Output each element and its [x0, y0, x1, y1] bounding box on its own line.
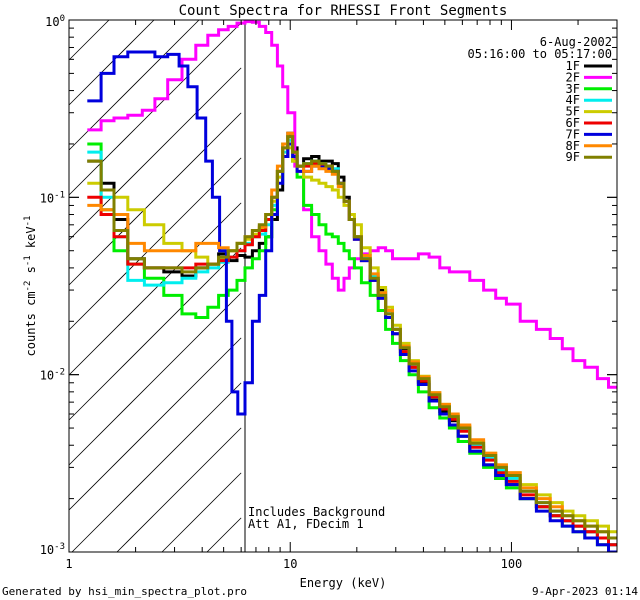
y-tick-label: 10-2: [40, 368, 65, 383]
annotation-attenuator: Att A1, FDecim 1: [248, 517, 364, 531]
series-9F: [87, 135, 617, 540]
hatch-line: [68, 19, 155, 106]
spectra-series: [87, 20, 617, 552]
hatch-line: [68, 202, 242, 376]
legend-label-2F: 2F: [566, 70, 580, 84]
series-8F: [87, 131, 617, 540]
y-tick-labels: 100 10-1 10-2 10-3: [40, 14, 65, 557]
series-1F: [87, 131, 617, 547]
chart-title: Count Spectra for RHESSI Front Segments: [179, 3, 508, 19]
legend-label-7F: 7F: [566, 127, 580, 141]
series-2F: [87, 20, 617, 389]
hatch-line: [206, 517, 242, 553]
legend-label-9F: 9F: [566, 150, 580, 164]
axis-ticks: [68, 19, 618, 553]
y-tick-label: 10-1: [40, 190, 65, 205]
hatch-line: [116, 427, 242, 553]
annotation-background: Includes Background: [248, 505, 385, 519]
legend-label-8F: 8F: [566, 139, 580, 153]
legend-label-1F: 1F: [566, 59, 580, 73]
series-6F: [87, 135, 617, 547]
series-5F: [87, 146, 617, 534]
legend-label-6F: 6F: [566, 116, 580, 130]
legend-label-3F: 3F: [566, 82, 580, 96]
series-3F: [87, 135, 617, 552]
legend-label-4F: 4F: [566, 93, 580, 107]
date-label: 6-Aug-2002: [540, 35, 612, 49]
hatch-line: [68, 247, 242, 421]
y-axis-label: counts cm-2 s-1 keV-1: [23, 216, 38, 357]
series-7F: [87, 50, 617, 552]
legend-label-5F: 5F: [566, 105, 580, 119]
x-tick-labels: 1 10 100: [65, 557, 522, 571]
hatch-line: [68, 19, 110, 61]
x-tick-label: 100: [501, 557, 523, 571]
series-4F: [87, 138, 617, 547]
background-hatch-region: [68, 19, 242, 553]
x-tick-label: 1: [65, 557, 72, 571]
x-axis-label: Energy (keV): [300, 576, 387, 590]
plot-frame: [68, 19, 618, 553]
y-tick-label: 100: [45, 14, 65, 29]
hatch-line: [71, 382, 242, 553]
y-tick-label: 10-3: [40, 542, 65, 557]
time-range-label: 05:16:00 to 05:17:00: [468, 47, 613, 61]
footer-generated-by: Generated by hsi_min_spectra_plot.pro: [2, 585, 247, 598]
x-tick-label: 10: [283, 557, 297, 571]
hatch-line: [68, 19, 200, 151]
hatch-line: [161, 472, 242, 553]
footer-timestamp: 9-Apr-2023 01:14: [532, 585, 638, 598]
hatch-line: [68, 112, 242, 286]
hatch-line: [68, 337, 242, 511]
hatch-line: [68, 67, 242, 241]
hatch-line: [68, 292, 242, 466]
